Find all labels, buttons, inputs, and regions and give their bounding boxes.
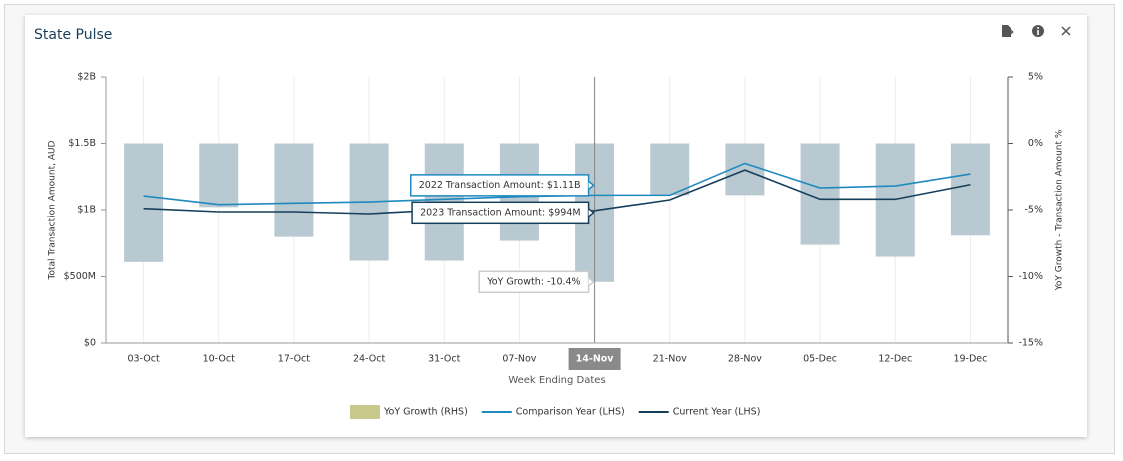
x-tick-label: 17-Oct — [278, 354, 310, 365]
tooltip-pointer — [588, 277, 595, 287]
x-tick-label: 03-Oct — [127, 354, 159, 365]
tooltip: 2022 Transaction Amount: $1.11B — [409, 174, 595, 197]
export-icon[interactable] — [1000, 24, 1014, 38]
x-tick-label: 14-Nov — [576, 354, 615, 365]
tooltip-pointer — [588, 180, 595, 190]
bar — [950, 143, 990, 236]
x-tick-label: 12-Dec — [878, 354, 912, 365]
y2-tick-label: -10% — [1018, 271, 1043, 282]
tooltip-pointer — [588, 208, 595, 218]
x-tick-label: 21-Nov — [653, 354, 687, 365]
x-tick-label: 05-Dec — [803, 354, 837, 365]
tooltip: YoY Growth: -10.4% — [478, 270, 595, 294]
bar — [274, 143, 314, 237]
y2-tick-label: -15% — [1018, 338, 1043, 349]
y-tick-label: $2B — [77, 72, 96, 83]
x-tick-label: 28-Nov — [728, 354, 762, 365]
x-axis-title: Week Ending Dates — [508, 375, 605, 386]
y-tick-label: $1.5B — [68, 138, 96, 149]
y2-tick-label: -5% — [1025, 205, 1044, 216]
legend-label: Current Year (LHS) — [673, 407, 761, 418]
y2-tick-label: 0% — [1028, 138, 1043, 149]
y-tick-label: $0 — [84, 338, 96, 349]
tooltip-text: YoY Growth: -10.4% — [486, 276, 580, 287]
x-highlight — [568, 348, 621, 370]
tooltip-text: 2023 Transaction Amount: $994M — [420, 207, 581, 218]
y2-axis-title: YoY Growth - Transaction Amount % — [1055, 129, 1065, 291]
x-tick-label: 19-Dec — [953, 354, 987, 365]
close-icon[interactable] — [1059, 24, 1073, 38]
card-title: State Pulse — [34, 27, 113, 43]
x-tick-label: 07-Nov — [502, 354, 536, 365]
x-tick-label: 31-Oct — [428, 354, 460, 365]
legend-label: YoY Growth (RHS) — [383, 407, 468, 418]
info-icon[interactable] — [1031, 24, 1045, 38]
y-axis-title: Total Transaction Amount, AUD — [48, 140, 58, 280]
tooltip-text: 2022 Transaction Amount: $1.11B — [419, 180, 581, 191]
legend-swatch — [350, 405, 380, 419]
y2-tick-label: 5% — [1028, 72, 1043, 83]
x-tick-label: 24-Oct — [353, 354, 385, 365]
x-tick-label: 10-Oct — [203, 354, 235, 365]
bar — [124, 143, 164, 262]
legend-label: Comparison Year (LHS) — [516, 407, 625, 418]
bar — [650, 143, 690, 196]
y-tick-label: $1B — [77, 205, 96, 216]
tooltip: 2023 Transaction Amount: $994M — [411, 201, 595, 225]
bar — [199, 143, 239, 208]
y-tick-label: $500M — [64, 271, 96, 282]
